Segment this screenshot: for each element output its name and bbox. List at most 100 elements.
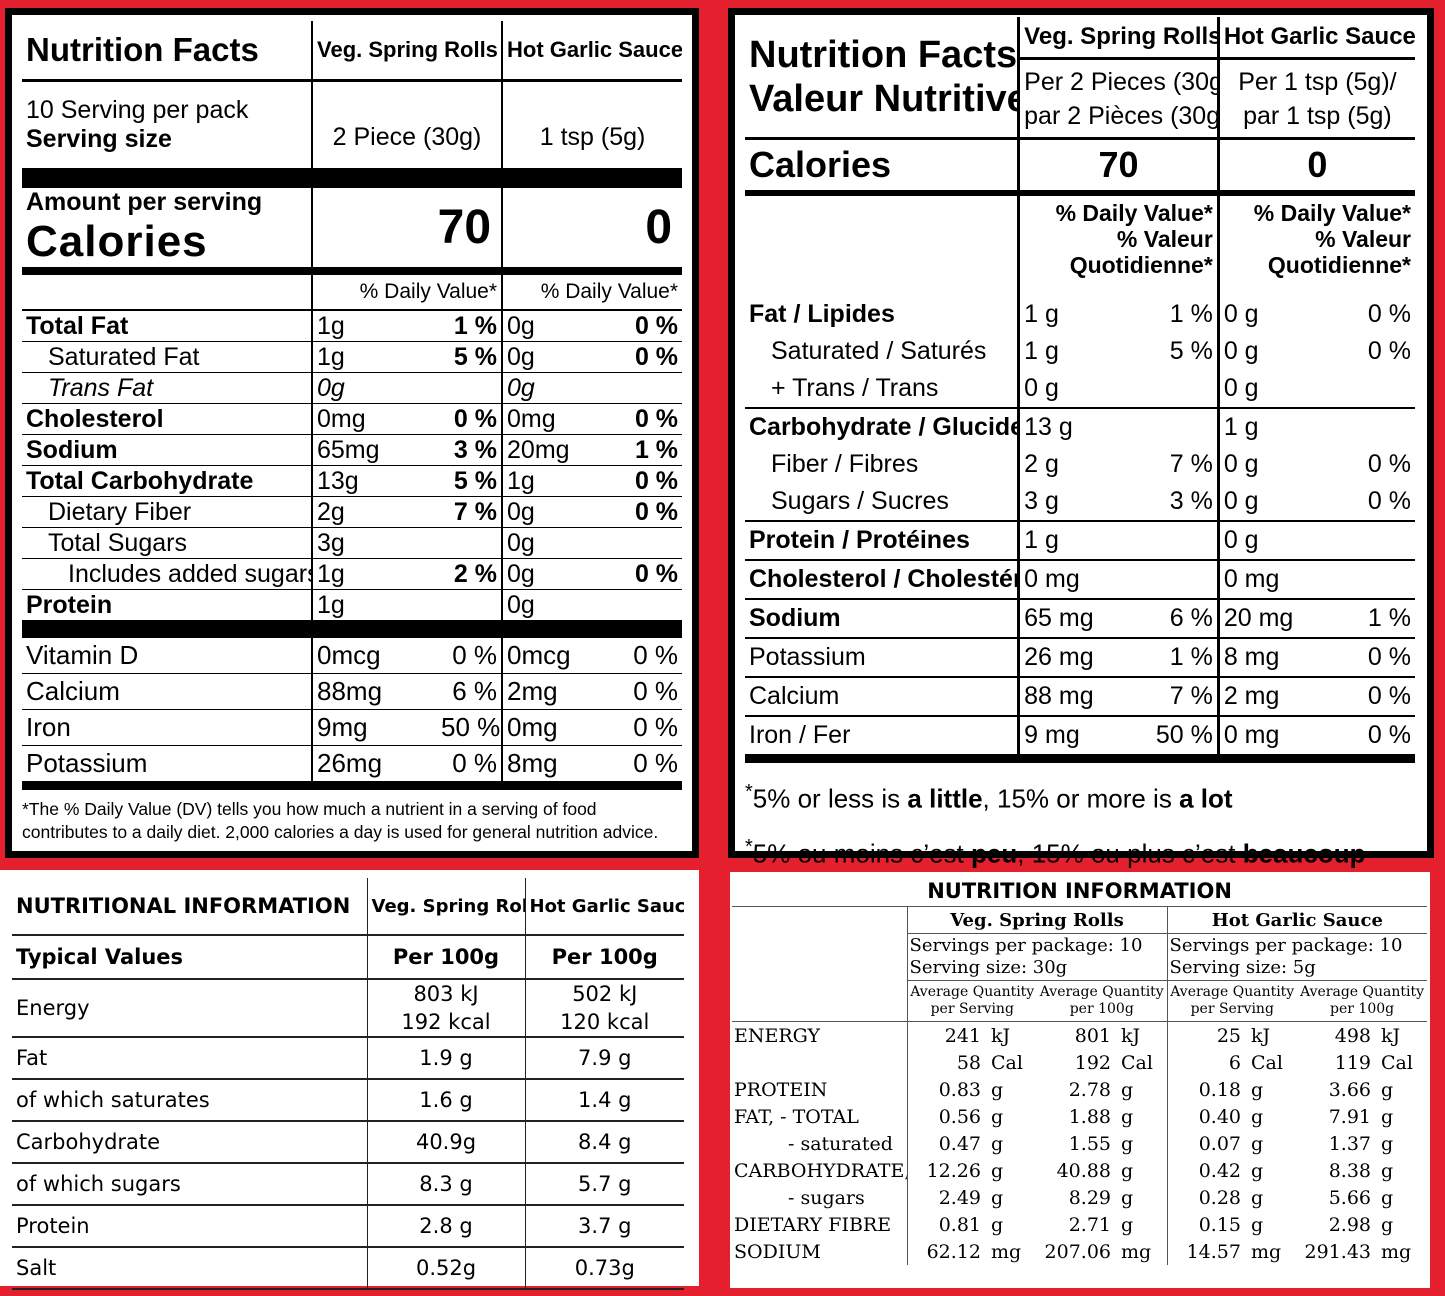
amount: 0 mg [1216,559,1342,599]
product-header: Hot Garlic Sauce [1216,17,1415,60]
daily-value [1145,559,1219,599]
daily-value [1341,407,1415,446]
unit: g [1381,1213,1394,1236]
unit: g [1121,1213,1134,1236]
nutrient-row: Cholesterol / Cholestérol 0 mg 0 mg [745,559,1415,599]
amount: 8 mg [1216,637,1342,677]
product-row: Veg. Spring Rolls Hot Garlic Sauce [732,906,1428,934]
quantity-header-line: Average Quantity [1039,984,1164,1000]
footnote-text: , 15% or more is [982,783,1180,814]
unit: Cal [1381,1051,1413,1074]
nutrient-row: CARBOHYDRATE, Total12.26g40.88g0.42g8.38… [732,1157,1427,1184]
amount: 0g [501,558,618,590]
amount: 9 mg [1017,715,1146,763]
daily-value: 0 % [617,620,683,674]
footnote-text: 5% or less is [752,783,908,814]
daily-value: 1 % [1169,300,1213,328]
daily-value: 0 % [617,709,683,746]
product-header: Hot Garlic Sauce [501,21,683,82]
nutrient-name: Sodium [745,598,1019,638]
daily-value: 0 % [617,341,683,373]
unit: g [1121,1132,1134,1155]
nutrient-name: Dietary Fiber [22,496,312,528]
amount: 1g [501,465,618,497]
nutrient-row: Saturated / Saturés 1 g 5 % 0 g 0 % [745,333,1415,370]
unit: g [1251,1105,1264,1128]
nutrient-name: - sugars [788,1186,865,1209]
nutrient-name: Salt [12,1247,367,1290]
amount: 0mcg [311,620,437,674]
serving-size: Per 1 tsp (5g)/ par 1 tsp (5g) [1216,58,1415,139]
vitamin-row: Vitamin D 0mcg 0 % 0mcg 0 % [22,620,683,674]
nutrient-row: SODIUM 62.12 mg 207.06 mg 14.57 mg 291.43 mg [732,1238,1427,1265]
unit: g [1121,1078,1134,1101]
product-header: Hot Garlic Sauce [524,878,684,936]
nutrient-name: Protein [22,589,312,630]
dv-header: % Daily Value* [310,271,503,311]
amount-label: Amount per serving [26,188,263,216]
footnote-text: 5% ou moins c’est [752,838,972,869]
daily-value [617,372,683,404]
calories-value: 70 [1017,137,1219,193]
amount: 1 g [1017,296,1146,333]
amount: 0 g [1216,296,1342,333]
amount: 0 g [1216,483,1342,521]
amount: 8.3 g [366,1163,525,1206]
dv-header: % Daily Value*% Valeur Quotidienne* [1216,190,1415,296]
amount: 0.56 [906,1103,989,1130]
title: NUTRITION INFORMATION [732,876,1428,907]
amount: 0 g [1216,520,1342,560]
amount: 58 [906,1049,989,1076]
calories-label: Calories [26,217,208,266]
vitamin-name: Calcium [22,673,312,710]
footnote-text: , 15% ou plus c’est [1017,838,1243,869]
daily-value: 50 % [437,709,503,746]
amount: 14.57 [1166,1238,1249,1265]
title-line: Valeur Nutritive [749,78,1019,120]
nutrient-row: Protein 2.8 g 3.7 g [12,1205,684,1248]
amount: 803 kJ 192 kcal [366,979,525,1038]
amount: 1g [311,341,437,373]
daily-value [437,527,503,559]
header-row: Nutrition Facts / Valeur Nutritive Veg. Sp… [745,17,1415,120]
serving-size-line: par 2 Pièces (30g) [1024,101,1219,130]
daily-value: 0 % [617,496,683,528]
nutrient-row: FAT, - TOTAL 0.56 g 1.88 g 0.40 g 7.91 g [732,1103,1427,1130]
dv-header-line: % Valeur [1116,226,1213,252]
amount: 8.38 [1328,1159,1371,1182]
nutrient-row: Fat 1.9 g 7.9 g [12,1037,684,1080]
nutrient-row: Total Sugars 3g 0g [22,527,683,559]
unit: g [1381,1186,1394,1209]
footnote: *The % Daily Value (DV) tells you how mu… [22,799,659,842]
servings-line: Serving size: 5g [1169,957,1316,978]
amount: 65 mg [1017,598,1146,638]
amount: 0.28 [1166,1184,1249,1211]
unit: mg [1121,1240,1152,1263]
amount: 25 [1166,1021,1249,1049]
amount: 2 g [1017,446,1146,483]
daily-value: 0 % [437,403,503,435]
amount: 0g [501,372,618,404]
nutrient-row: Carbohydrate / Glucides 13 g 1 g [745,407,1415,446]
daily-value: 7 % [1169,450,1213,478]
amount: 0.07 [1166,1130,1249,1157]
amount: 0g [501,341,618,373]
daily-value [1145,520,1219,560]
nutrition-table: NUTRITION INFORMATION Veg. Spring Rolls Ho… [732,876,1428,1265]
quantity-header: Average Quantity per 100g [1037,980,1167,1022]
amount: 1.37 [1328,1132,1371,1155]
amount: 207.06 [1044,1240,1111,1263]
nutrient-name: Carbohydrate [12,1121,367,1164]
calories-label-cell: Amount per serving Calories [22,168,312,275]
amount: 88 mg [1017,676,1146,716]
calories-value: 0 [1216,137,1415,193]
quantity-header-line: Average Quantity [1170,984,1295,1000]
product-header: Hot Garlic Sauce [1166,906,1428,934]
mineral-name: Potassium [745,637,1019,677]
daily-value: 5 % [1169,337,1213,365]
unit: g [991,1186,1004,1209]
unit: g [1381,1078,1394,1101]
mineral-row: Potassium 26 mg 1 % 8 mg 0 % [745,637,1415,677]
footnote: *5% ou moins c’est peu, 15% ou plus c’es… [745,828,1417,873]
